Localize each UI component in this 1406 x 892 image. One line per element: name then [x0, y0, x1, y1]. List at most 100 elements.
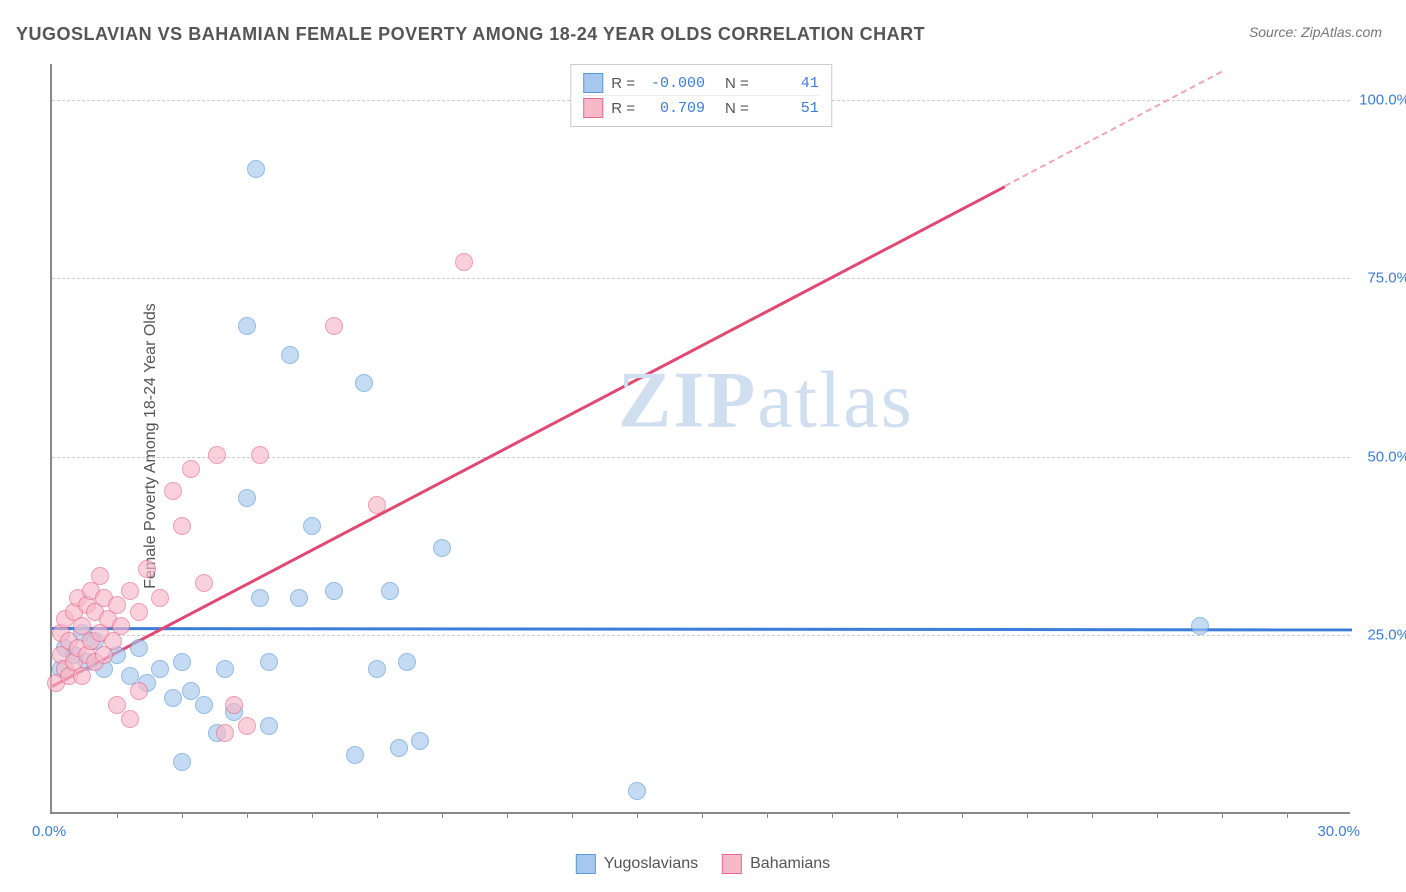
data-point — [281, 346, 299, 364]
x-tick-mark — [247, 812, 248, 818]
legend-label: Bahamians — [750, 855, 830, 873]
x-tick-mark — [962, 812, 963, 818]
data-point — [208, 446, 226, 464]
x-tick-mark — [832, 812, 833, 818]
data-point — [411, 732, 429, 750]
x-tick-mark — [312, 812, 313, 818]
data-point — [303, 517, 321, 535]
data-point — [108, 596, 126, 614]
data-point — [251, 446, 269, 464]
data-point — [290, 589, 308, 607]
data-point — [195, 696, 213, 714]
data-point — [130, 603, 148, 621]
legend-stat-row: R = -0.000 N = 41 — [583, 71, 819, 96]
n-value: 41 — [757, 75, 819, 92]
y-tick-label: 75.0% — [1355, 270, 1406, 287]
data-point — [238, 717, 256, 735]
source-attribution: Source: ZipAtlas.com — [1249, 24, 1382, 40]
data-point — [151, 589, 169, 607]
data-point — [182, 682, 200, 700]
legend-item: Bahamians — [722, 854, 830, 874]
data-point — [173, 517, 191, 535]
source-value: ZipAtlas.com — [1301, 24, 1382, 40]
x-tick-mark — [377, 812, 378, 818]
data-point — [138, 560, 156, 578]
trend-line — [51, 186, 1006, 689]
data-point — [368, 660, 386, 678]
y-tick-label: 100.0% — [1355, 91, 1406, 108]
gridline — [52, 278, 1350, 279]
r-value: -0.000 — [643, 75, 705, 92]
legend-swatch — [576, 854, 596, 874]
data-point — [1191, 617, 1209, 635]
data-point — [91, 567, 109, 585]
data-point — [108, 696, 126, 714]
legend-swatch — [722, 854, 742, 874]
data-point — [130, 682, 148, 700]
x-tick-mark — [1157, 812, 1158, 818]
scatter-plot-area: ZIPatlas R =-0.000N =41R =0.709N =51 0.0… — [50, 64, 1350, 814]
y-tick-label: 50.0% — [1355, 448, 1406, 465]
x-tick-mark — [1027, 812, 1028, 818]
data-point — [164, 482, 182, 500]
legend-swatch — [583, 98, 603, 118]
data-point — [238, 489, 256, 507]
data-point — [433, 539, 451, 557]
x-tick-mark — [767, 812, 768, 818]
source-label: Source: — [1249, 24, 1297, 40]
n-label: N = — [725, 100, 749, 117]
r-value: 0.709 — [643, 100, 705, 117]
legend-item: Yugoslavians — [576, 854, 698, 874]
chart-title: YUGOSLAVIAN VS BAHAMIAN FEMALE POVERTY A… — [16, 24, 925, 45]
x-tick-mark — [572, 812, 573, 818]
x-tick-mark — [702, 812, 703, 818]
data-point — [182, 460, 200, 478]
y-tick-label: 25.0% — [1355, 627, 1406, 644]
data-point — [173, 653, 191, 671]
data-point — [381, 582, 399, 600]
gridline — [52, 457, 1350, 458]
data-point — [390, 739, 408, 757]
r-label: R = — [611, 100, 635, 117]
data-point — [216, 660, 234, 678]
data-point — [628, 782, 646, 800]
x-tick-mark — [1287, 812, 1288, 818]
x-tick-mark — [637, 812, 638, 818]
r-label: R = — [611, 75, 635, 92]
x-tick-mark — [182, 812, 183, 818]
data-point — [368, 496, 386, 514]
x-tick-mark — [1092, 812, 1093, 818]
watermark-bold: ZIP — [618, 356, 757, 444]
data-point — [247, 160, 265, 178]
data-point — [121, 582, 139, 600]
x-tick-mark — [117, 812, 118, 818]
gridline — [52, 635, 1350, 636]
x-tick-mark — [897, 812, 898, 818]
data-point — [73, 667, 91, 685]
n-value: 51 — [757, 100, 819, 117]
series-legend: Yugoslavians Bahamians — [576, 854, 830, 874]
data-point — [251, 589, 269, 607]
data-point — [195, 574, 213, 592]
x-tick-mark — [507, 812, 508, 818]
data-point — [355, 374, 373, 392]
x-axis-max-label: 30.0% — [1317, 823, 1360, 840]
watermark: ZIPatlas — [618, 355, 914, 446]
legend-label: Yugoslavians — [604, 855, 698, 873]
data-point — [238, 317, 256, 335]
data-point — [325, 582, 343, 600]
legend-stat-row: R = 0.709 N = 51 — [583, 96, 819, 120]
data-point — [130, 639, 148, 657]
n-label: N = — [725, 75, 749, 92]
data-point — [151, 660, 169, 678]
trend-line — [52, 627, 1352, 631]
watermark-rest: atlas — [757, 356, 914, 444]
data-point — [325, 317, 343, 335]
data-point — [225, 696, 243, 714]
data-point — [112, 617, 130, 635]
data-point — [121, 710, 139, 728]
data-point — [398, 653, 416, 671]
data-point — [216, 724, 234, 742]
data-point — [346, 746, 364, 764]
data-point — [260, 717, 278, 735]
